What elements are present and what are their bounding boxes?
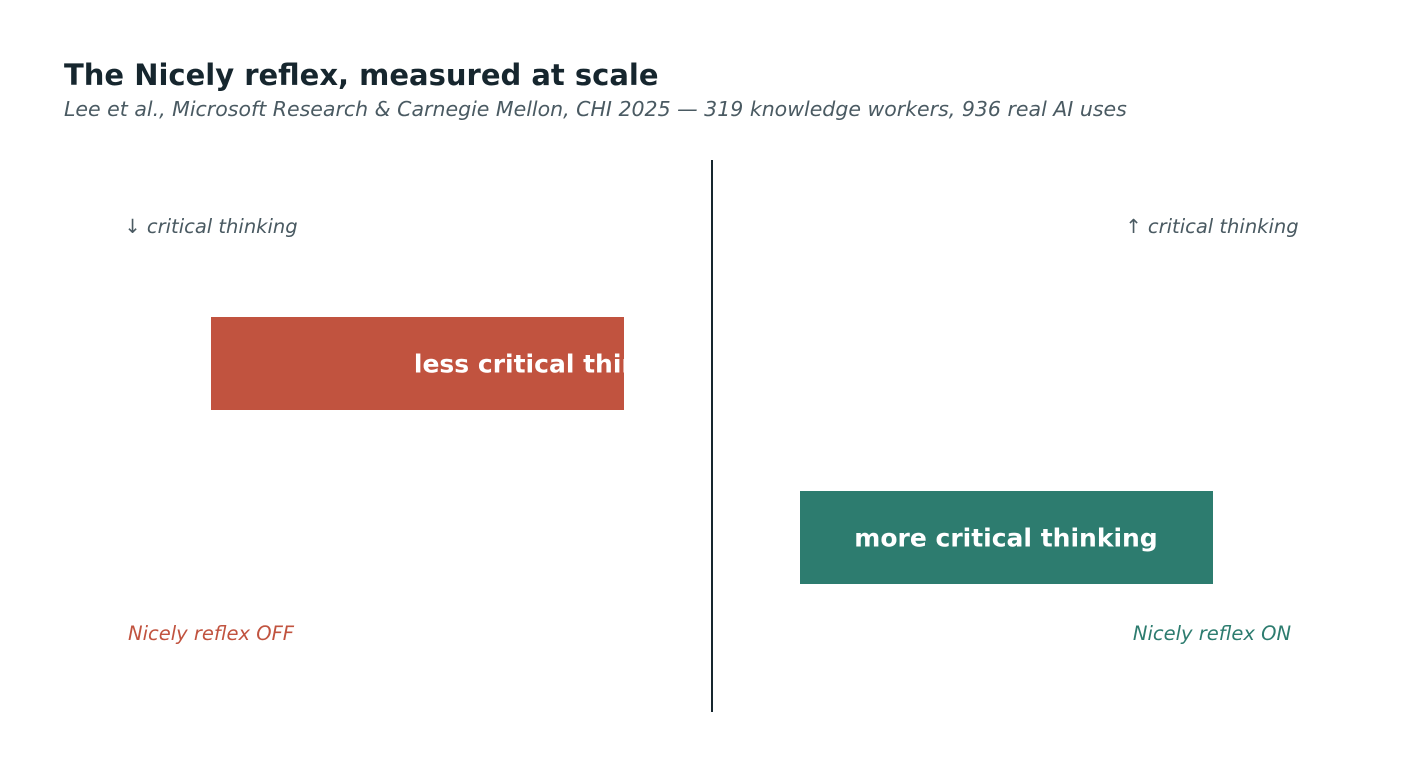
- chart-title: The Nicely reflex, measured at scale: [64, 58, 659, 92]
- legend-nicely-reflex-off: Nicely reflex OFF: [127, 622, 295, 645]
- legend-nicely-reflex-on: Nicely reflex ON: [1132, 622, 1292, 645]
- right-axis-label: ↑ critical thinking: [1125, 215, 1299, 238]
- center-axis-line: [711, 160, 713, 712]
- bar-label-less-critical-thinking: less critical thinking: [413, 349, 624, 378]
- chart-subtitle: Lee et al., Microsoft Research & Carnegi…: [64, 97, 1127, 121]
- bar-less-critical-thinking: less critical thinking: [211, 317, 624, 410]
- bar-label-more-critical-thinking: more critical thinking: [854, 523, 1158, 552]
- bar-more-critical-thinking: more critical thinking: [800, 491, 1213, 584]
- left-axis-label: ↓ critical thinking: [124, 215, 298, 238]
